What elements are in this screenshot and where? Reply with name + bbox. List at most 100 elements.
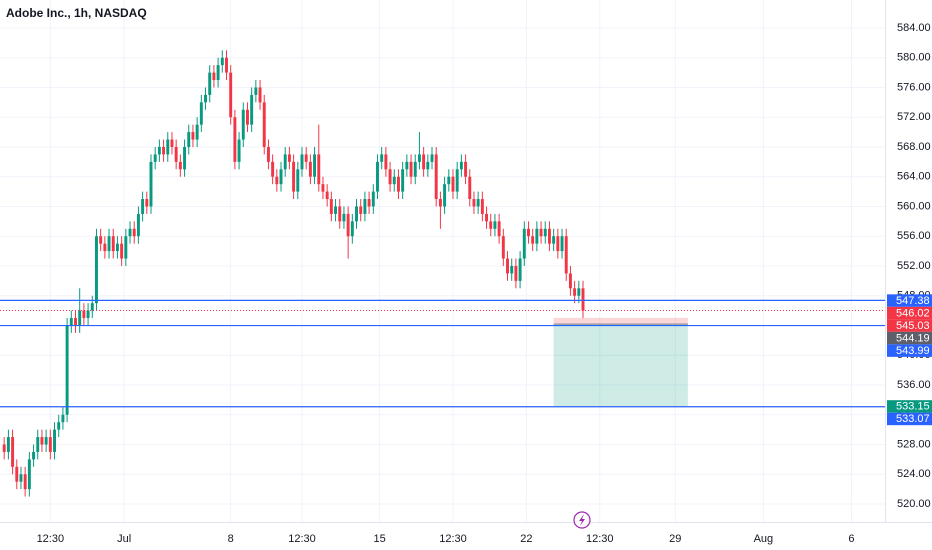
candle-body (283, 154, 287, 170)
price-label-box (887, 294, 932, 307)
candle-body (472, 199, 476, 207)
candle-body (459, 161, 463, 170)
candle-body (476, 199, 480, 207)
candle-body (438, 199, 442, 207)
candle-body (157, 146, 161, 155)
candle-body (539, 228, 543, 237)
candle-body (225, 57, 228, 73)
candle-body (313, 154, 317, 177)
candle-body (229, 72, 233, 118)
y-tick-label: 584.00 (897, 22, 931, 34)
candle-body (111, 236, 115, 252)
price-label: 545.03 (896, 320, 930, 332)
candle-body (178, 161, 182, 170)
candle-body (556, 236, 560, 252)
candle-body (325, 191, 329, 200)
candle-body (266, 146, 270, 162)
candle-body (237, 139, 241, 162)
candle-body (464, 161, 468, 177)
candle-body (149, 161, 153, 207)
y-tick-label: 560.00 (897, 200, 931, 212)
x-tick-label: 15 (373, 533, 385, 545)
candle-body (367, 199, 371, 207)
candle-body (510, 265, 514, 274)
candle-body (346, 213, 350, 237)
price-label: 533.07 (896, 413, 930, 425)
candle-body (292, 161, 296, 192)
candle-body (2, 444, 6, 452)
candle-body (308, 161, 312, 177)
price-label: 547.38 (896, 295, 930, 307)
y-tick-label: 556.00 (897, 230, 931, 242)
plot (0, 50, 885, 497)
candle-body (254, 87, 258, 95)
price-label-box (887, 344, 932, 357)
candle-body (522, 228, 526, 259)
candle-body (405, 161, 409, 170)
candle-body (334, 206, 338, 214)
candle-body (245, 109, 249, 125)
candle-body (99, 236, 103, 244)
candle-body (65, 325, 69, 415)
candle-body (535, 228, 539, 244)
candle-body (430, 154, 434, 162)
x-tick-label: 12:30 (288, 533, 316, 545)
candle-body (422, 154, 426, 170)
candle-body (497, 221, 501, 237)
candle-body (183, 146, 187, 170)
candle-body (241, 109, 245, 140)
replay-icon[interactable] (573, 511, 591, 529)
candle-body (317, 154, 321, 185)
candle-body (568, 273, 572, 289)
x-tick-label: 12:30 (586, 533, 614, 545)
candle-body (271, 161, 275, 177)
stop-zone (553, 317, 688, 325)
price-label-box (887, 412, 932, 426)
price-label-box (887, 400, 932, 413)
candle-body (153, 154, 157, 162)
price-label-box (887, 306, 932, 320)
candle-body (40, 437, 44, 445)
candle-body (413, 161, 417, 177)
candle-body (296, 169, 300, 192)
candle-body (447, 176, 451, 185)
candle-body (15, 466, 19, 482)
candle-body (359, 206, 363, 214)
candle-body (468, 176, 472, 200)
x-tick-label: 6 (848, 533, 854, 545)
candle-body (19, 474, 23, 482)
candle-body (409, 161, 413, 177)
candle-body (401, 169, 405, 192)
candle-body (451, 176, 455, 192)
candle-body (396, 176, 400, 192)
candle-body (531, 236, 535, 244)
candle-body (300, 154, 304, 170)
candle-body (376, 161, 379, 192)
candle-body (342, 213, 346, 222)
y-tick-label: 572.00 (897, 111, 931, 123)
candle-body (363, 199, 367, 214)
candle-body (275, 176, 279, 185)
candle-body (434, 154, 438, 200)
candle-body (6, 437, 10, 452)
y-tick-label: 564.00 (897, 171, 931, 183)
candle-body (258, 87, 262, 103)
candle-body (220, 57, 224, 66)
price-label: 546.02 (896, 307, 930, 319)
candle-body (74, 318, 77, 326)
candle-body (501, 236, 505, 259)
candle-body (78, 310, 82, 326)
x-tick-label: Aug (754, 533, 774, 545)
candle-body (506, 258, 509, 274)
price-label: 543.99 (896, 345, 930, 357)
candle-body (518, 258, 522, 281)
candle-body (552, 236, 556, 244)
candle-body (57, 422, 61, 430)
x-tick-label: 29 (669, 533, 681, 545)
candle-body (287, 154, 291, 162)
icon-bolt[interactable] (579, 514, 585, 526)
candle-body (120, 243, 124, 259)
candle-body (170, 139, 174, 147)
candle-body (480, 199, 484, 214)
